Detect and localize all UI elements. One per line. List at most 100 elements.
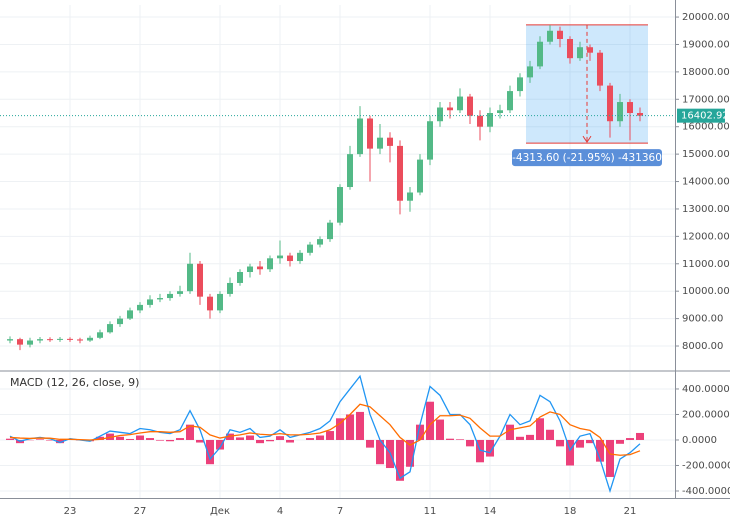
histogram-bar <box>536 418 544 440</box>
measure-label-box <box>512 149 662 167</box>
histogram-bar <box>256 439 264 444</box>
histogram-bar <box>506 424 514 440</box>
histogram-bar <box>316 435 324 440</box>
y-tick-label: 13000.00 <box>682 204 730 215</box>
histogram-bar <box>546 429 554 440</box>
histogram-bar <box>96 436 104 440</box>
candle-body <box>67 338 73 340</box>
histogram-bar <box>156 439 164 441</box>
histogram-bar <box>196 439 204 443</box>
histogram-bar <box>6 438 14 440</box>
x-tick-label: Дек <box>210 506 230 517</box>
last-price-label: 16402.92 <box>681 111 729 122</box>
candle-body <box>217 293 223 311</box>
candle-body <box>447 107 453 111</box>
last-price-box <box>677 108 725 123</box>
histogram-bar <box>186 424 194 440</box>
histogram-bar <box>336 418 344 440</box>
candle-body <box>77 339 83 341</box>
histogram-bar <box>166 439 174 442</box>
x-tick-label: 21 <box>624 506 637 517</box>
candle-body <box>507 91 513 111</box>
indicator-title: MACD (12, 26, close, 9) <box>10 376 139 389</box>
histogram-bar <box>36 439 44 440</box>
y-tick-label: 20000.00 <box>682 12 730 23</box>
histogram-bar <box>326 431 334 440</box>
candle-body <box>97 332 103 338</box>
y-tick-label: 8000.00 <box>682 341 723 352</box>
candle-body <box>607 85 613 122</box>
histogram-bar <box>466 439 474 447</box>
candle-body <box>207 296 213 311</box>
histogram-bar <box>206 439 214 465</box>
x-tick-label: 27 <box>134 506 147 517</box>
y-tick-label: 19000.00 <box>682 39 730 50</box>
x-tick-label: 18 <box>564 506 577 517</box>
histogram-bar <box>416 424 424 440</box>
histogram-bar <box>46 439 54 441</box>
y-tick-label: -400.0000 <box>682 486 730 497</box>
indicator-line <box>9 374 641 494</box>
candle-body <box>477 115 483 127</box>
candle-body <box>87 337 93 341</box>
candle-body <box>617 102 623 122</box>
histogram-bar <box>236 437 244 440</box>
candle-body <box>437 107 443 122</box>
candle-body <box>427 121 433 160</box>
candle-body <box>7 339 13 341</box>
histogram-bar <box>376 439 384 465</box>
histogram-bar <box>486 439 494 457</box>
candle-body <box>527 66 533 78</box>
histogram-bar <box>366 439 374 448</box>
histogram-bar <box>56 439 64 444</box>
histogram-bar <box>356 411 364 440</box>
candle-body <box>587 47 593 53</box>
candle-body <box>337 187 343 223</box>
candle-body <box>547 30 553 42</box>
histogram-bar <box>116 436 124 440</box>
candle-body <box>417 159 423 193</box>
histogram-bar <box>616 439 624 444</box>
histogram-bar <box>476 439 484 463</box>
histogram-bar <box>606 439 614 477</box>
y-tick-label: 14000.00 <box>682 177 730 188</box>
candle-body <box>627 102 633 114</box>
histogram-bar <box>286 439 294 443</box>
histogram-bar <box>146 438 154 440</box>
indicator-line <box>9 403 641 456</box>
y-tick-label: 17000.00 <box>682 94 730 105</box>
histogram-bar <box>526 434 534 440</box>
y-tick-label: 15000.00 <box>682 149 730 160</box>
y-tick-label: 200.0000 <box>682 409 730 420</box>
candle-body <box>307 244 313 253</box>
histogram-bar <box>136 435 144 440</box>
y-tick-label: 16000.00 <box>682 122 730 133</box>
candle-body <box>407 192 413 201</box>
histogram-bar <box>176 438 184 440</box>
y-tick-label: 400.0000 <box>682 384 730 395</box>
candle-body <box>227 282 233 294</box>
histogram-bar <box>556 439 564 447</box>
candle-body <box>567 38 573 59</box>
histogram-bar <box>246 435 254 440</box>
histogram-bar <box>276 436 284 440</box>
candle-body <box>457 96 463 111</box>
candle-body <box>137 304 143 311</box>
histogram-bar <box>126 438 134 440</box>
histogram-bar <box>626 438 634 440</box>
candle-body <box>27 340 33 345</box>
candle-body <box>347 154 353 188</box>
candle-body <box>57 338 63 340</box>
histogram-bar <box>306 438 314 440</box>
histogram-bar <box>576 439 584 448</box>
histogram-bar <box>586 439 594 444</box>
histogram-bar <box>596 439 604 462</box>
candle-body <box>377 137 383 149</box>
candle-body <box>317 239 323 245</box>
histogram-bar <box>516 436 524 440</box>
y-tick-label: 10000.00 <box>682 286 730 297</box>
y-tick-label: -200.0000 <box>682 460 730 471</box>
histogram-bar <box>396 439 404 481</box>
